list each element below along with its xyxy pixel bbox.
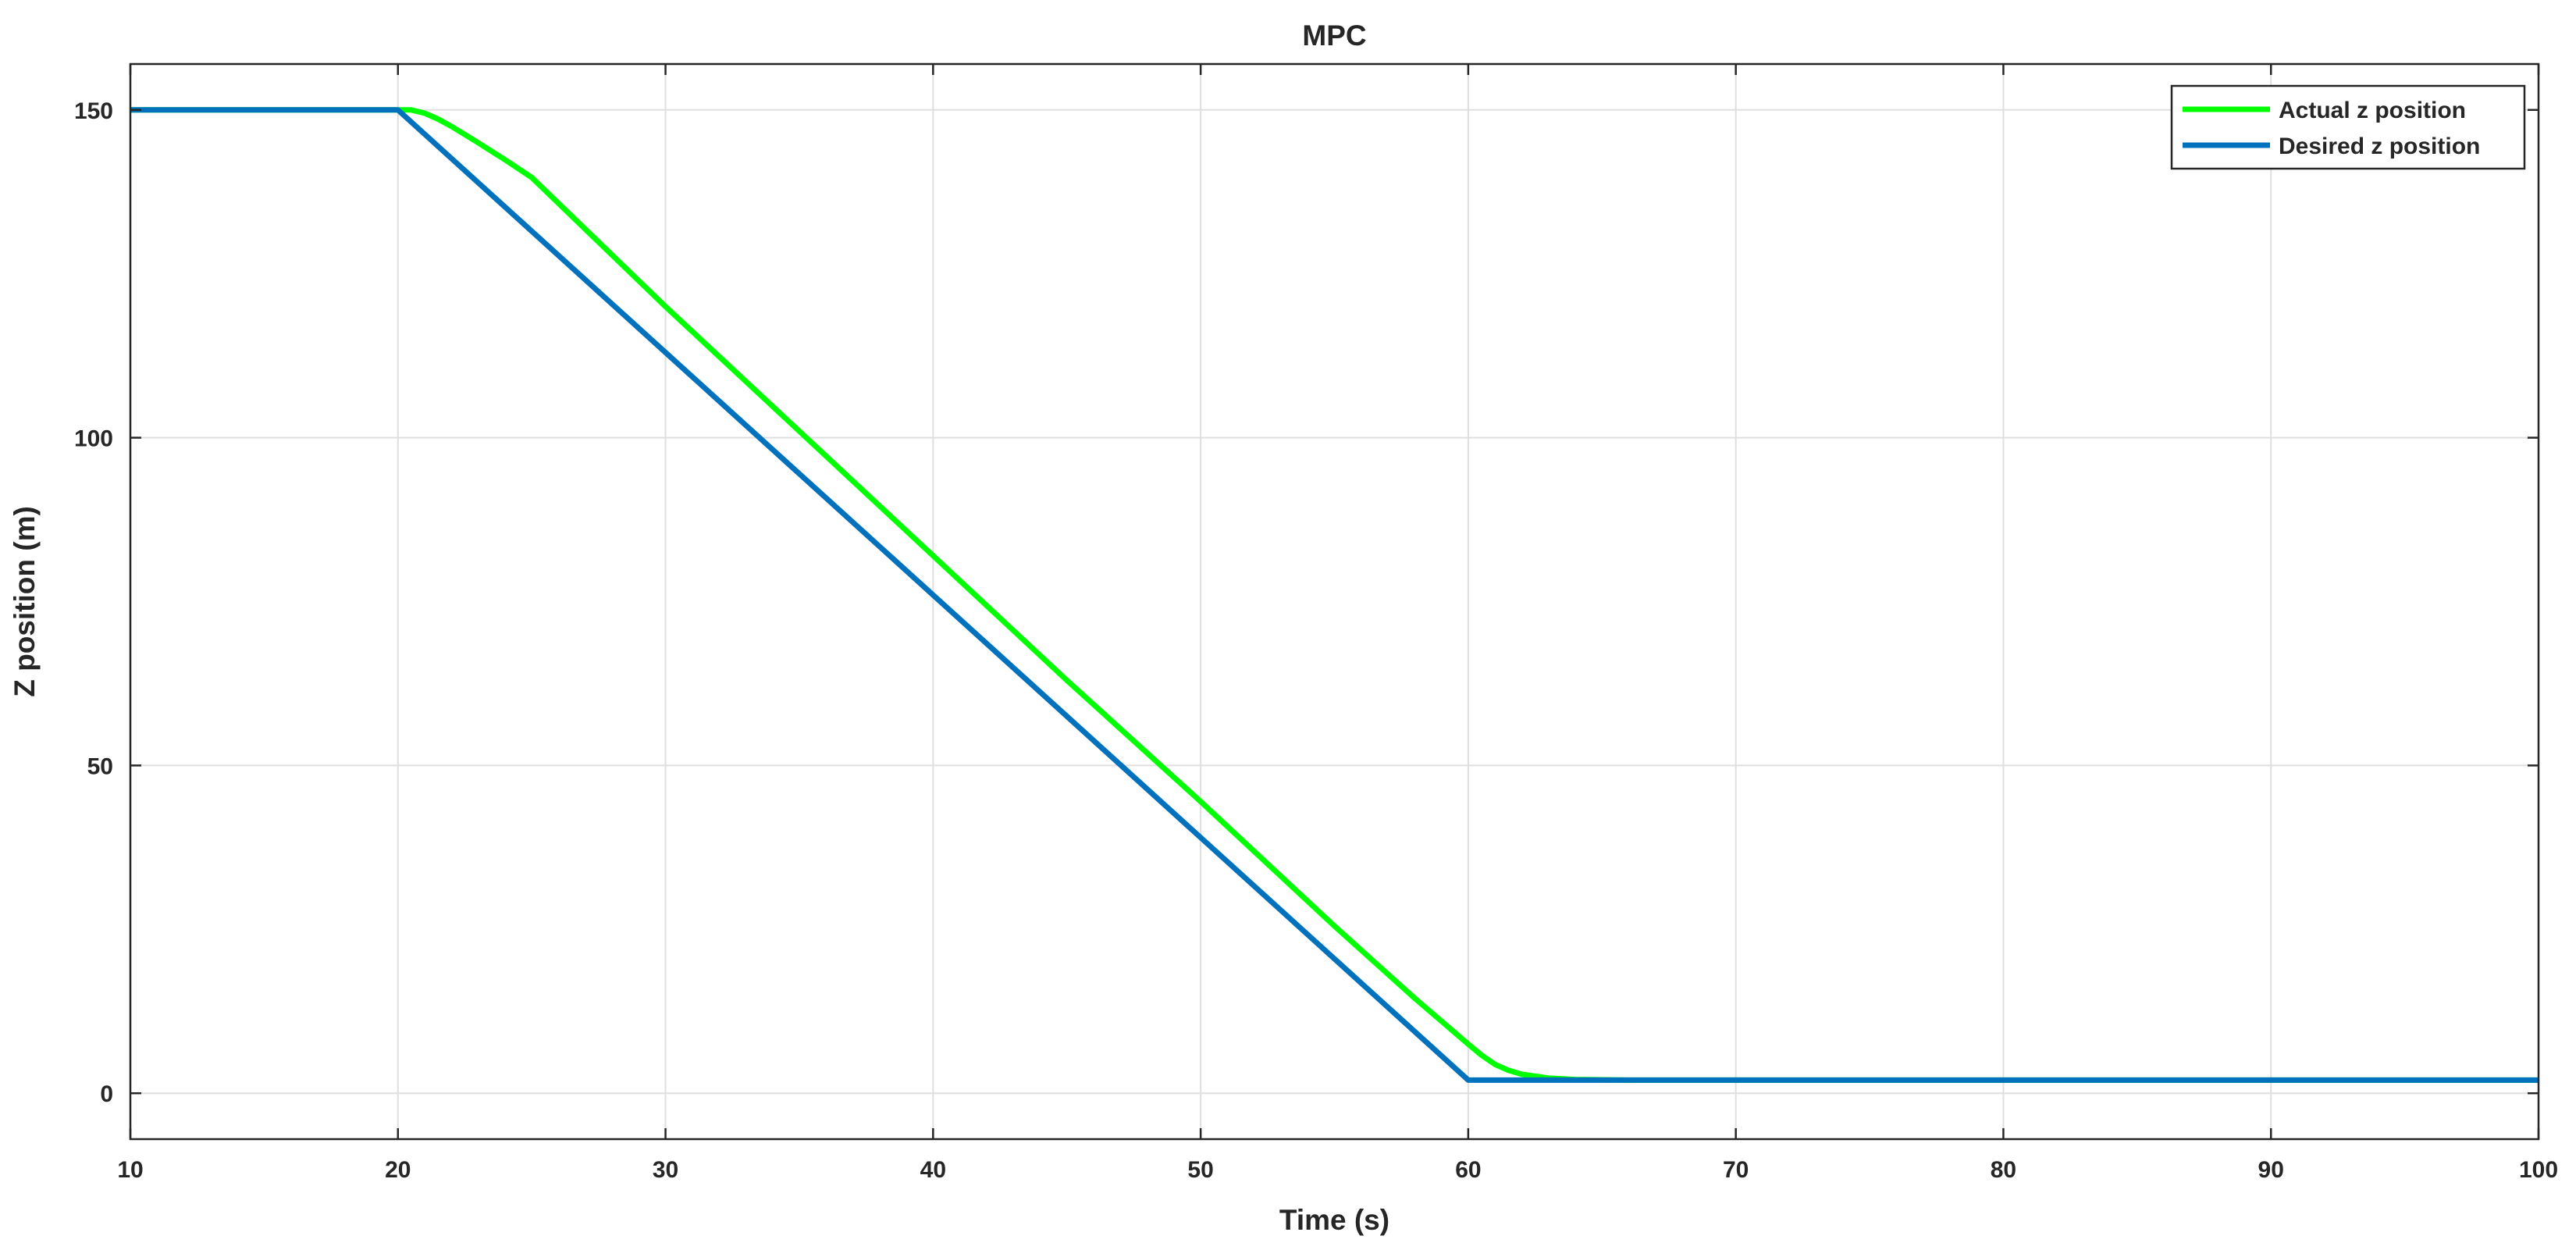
x-tick-label: 20 xyxy=(385,1157,411,1183)
x-tick-label: 30 xyxy=(653,1157,678,1183)
y-tick-label: 50 xyxy=(87,753,113,779)
legend-box xyxy=(2170,84,2526,170)
chart-title: MPC xyxy=(1302,20,1366,52)
y-tick-label: 150 xyxy=(74,98,113,124)
x-tick-label: 40 xyxy=(920,1157,946,1183)
grid-lines xyxy=(130,64,2539,1139)
plot-area xyxy=(130,64,2539,1139)
series-line-2 xyxy=(130,107,2539,1083)
x-tick-label: 90 xyxy=(2258,1157,2284,1183)
axes xyxy=(129,62,2540,1141)
legend-label-2: Desired z position xyxy=(2279,134,2480,159)
x-tick-label: 50 xyxy=(1187,1157,1213,1183)
x-tick-label: 10 xyxy=(117,1157,143,1183)
tick-labels: 10 20 30 40 50 60 70 80 90 100 0 50 100 150 xyxy=(74,98,2558,1183)
legend: Actual z position Desired z position xyxy=(2170,84,2526,170)
x-tick-label: 70 xyxy=(1723,1157,1749,1183)
legend-label-1: Actual z position xyxy=(2279,98,2466,123)
y-tick-label: 0 xyxy=(100,1081,113,1107)
series-layer xyxy=(130,107,2539,1083)
series-line-1 xyxy=(130,107,2539,1083)
axes-box xyxy=(129,62,2540,1141)
x-tick-label: 60 xyxy=(1455,1157,1481,1183)
x-tick-label: 80 xyxy=(1991,1157,2016,1183)
y-axis-label: Z position (m) xyxy=(9,506,41,697)
x-axis-label: Time (s) xyxy=(1279,1204,1389,1236)
x-tick-label: 100 xyxy=(2519,1157,2558,1183)
y-tick-label: 100 xyxy=(74,426,113,452)
